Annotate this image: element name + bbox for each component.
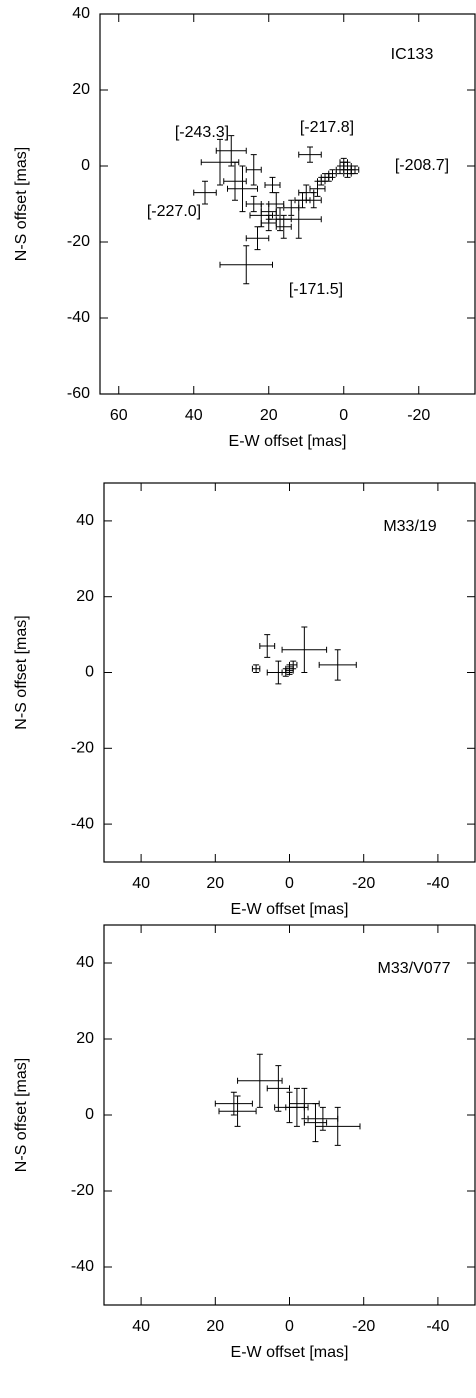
y-error-bar <box>253 664 260 673</box>
y-error-bar <box>256 1053 263 1108</box>
y-tick-label: -60 <box>67 385 90 402</box>
y-error-bar <box>217 138 223 186</box>
y-tick-label: 40 <box>76 954 94 971</box>
x-axis-label: E-W offset [mas] <box>229 433 347 450</box>
y-tick-label: -40 <box>71 1258 94 1275</box>
y-tick-label: -20 <box>71 1182 94 1199</box>
y-error-bar <box>202 180 208 205</box>
y-error-bar <box>307 146 313 163</box>
y-error-bar <box>250 195 257 213</box>
x-tick-label: -20 <box>352 875 375 892</box>
y-error-bar <box>303 184 310 201</box>
y-axis-label: N-S offset [mas] <box>13 615 30 729</box>
y-error-bar <box>334 1106 341 1146</box>
x-tick-label: 0 <box>285 1318 294 1335</box>
y-error-bar <box>239 165 246 213</box>
x-tick-label: 0 <box>285 875 294 892</box>
y-tick-label: 20 <box>72 81 90 98</box>
y-error-bar <box>275 660 282 685</box>
y-tick-label: 0 <box>81 157 90 174</box>
y-error-bar <box>265 214 272 232</box>
y-tick-label: -40 <box>67 309 90 326</box>
annotation: [-171.5] <box>289 281 343 298</box>
x-tick-label: -40 <box>426 875 449 892</box>
y-error-bar <box>293 1087 300 1127</box>
y-error-bar <box>234 1095 241 1127</box>
x-tick-label: 40 <box>132 1318 150 1335</box>
y-tick-label: 0 <box>85 664 94 681</box>
annotation: [-217.8] <box>300 119 354 136</box>
x-tick-label: -20 <box>352 1318 375 1335</box>
y-tick-label: 40 <box>76 512 94 529</box>
y-error-bar <box>334 649 341 681</box>
x-tick-label: -20 <box>407 407 430 424</box>
plot-frame <box>99 13 476 395</box>
y-tick-label: 40 <box>72 5 90 22</box>
x-tick-label: -40 <box>426 1318 449 1335</box>
y-error-bar <box>288 199 295 216</box>
panel-title: IC133 <box>391 46 434 63</box>
panel-title: M33/19 <box>383 518 436 535</box>
y-error-bar <box>344 169 351 178</box>
annotation: [-208.7] <box>395 157 449 174</box>
y-error-bar <box>312 1103 319 1143</box>
y-tick-label: -40 <box>71 815 94 832</box>
x-tick-label: 20 <box>206 1318 224 1335</box>
x-tick-label: 20 <box>206 875 224 892</box>
y-error-bar <box>273 192 280 216</box>
y-axis-label: N-S offset [mas] <box>13 147 30 261</box>
y-tick-label: 0 <box>85 1106 94 1123</box>
y-error-bar <box>250 154 257 186</box>
y-tick-label: -20 <box>67 233 90 250</box>
x-tick-label: 0 <box>339 407 348 424</box>
y-tick-label: 20 <box>76 588 94 605</box>
x-tick-label: 40 <box>185 407 203 424</box>
y-error-bar <box>329 169 336 178</box>
y-error-bar <box>301 1087 308 1120</box>
panel-title: M33/V077 <box>378 960 451 977</box>
y-error-bar <box>352 165 358 175</box>
x-tick-label: 40 <box>132 875 150 892</box>
annotation: [-227.0] <box>147 203 201 220</box>
x-axis-label: E-W offset [mas] <box>231 1344 349 1361</box>
y-axis-label: N-S offset [mas] <box>13 1058 30 1172</box>
y-error-bar <box>243 245 250 285</box>
x-axis-label: E-W offset [mas] <box>231 901 349 918</box>
y-tick-label: 20 <box>76 1030 94 1047</box>
x-tick-label: 20 <box>260 407 278 424</box>
y-error-bar <box>232 161 238 201</box>
y-error-bar <box>264 634 271 658</box>
y-error-bar <box>275 1065 282 1112</box>
annotation: [-243.3] <box>175 124 229 141</box>
y-tick-label: -20 <box>71 740 94 757</box>
y-error-bar <box>228 135 235 167</box>
x-tick-label: 60 <box>110 407 128 424</box>
y-error-bar <box>301 626 308 673</box>
y-error-bar <box>286 666 293 675</box>
